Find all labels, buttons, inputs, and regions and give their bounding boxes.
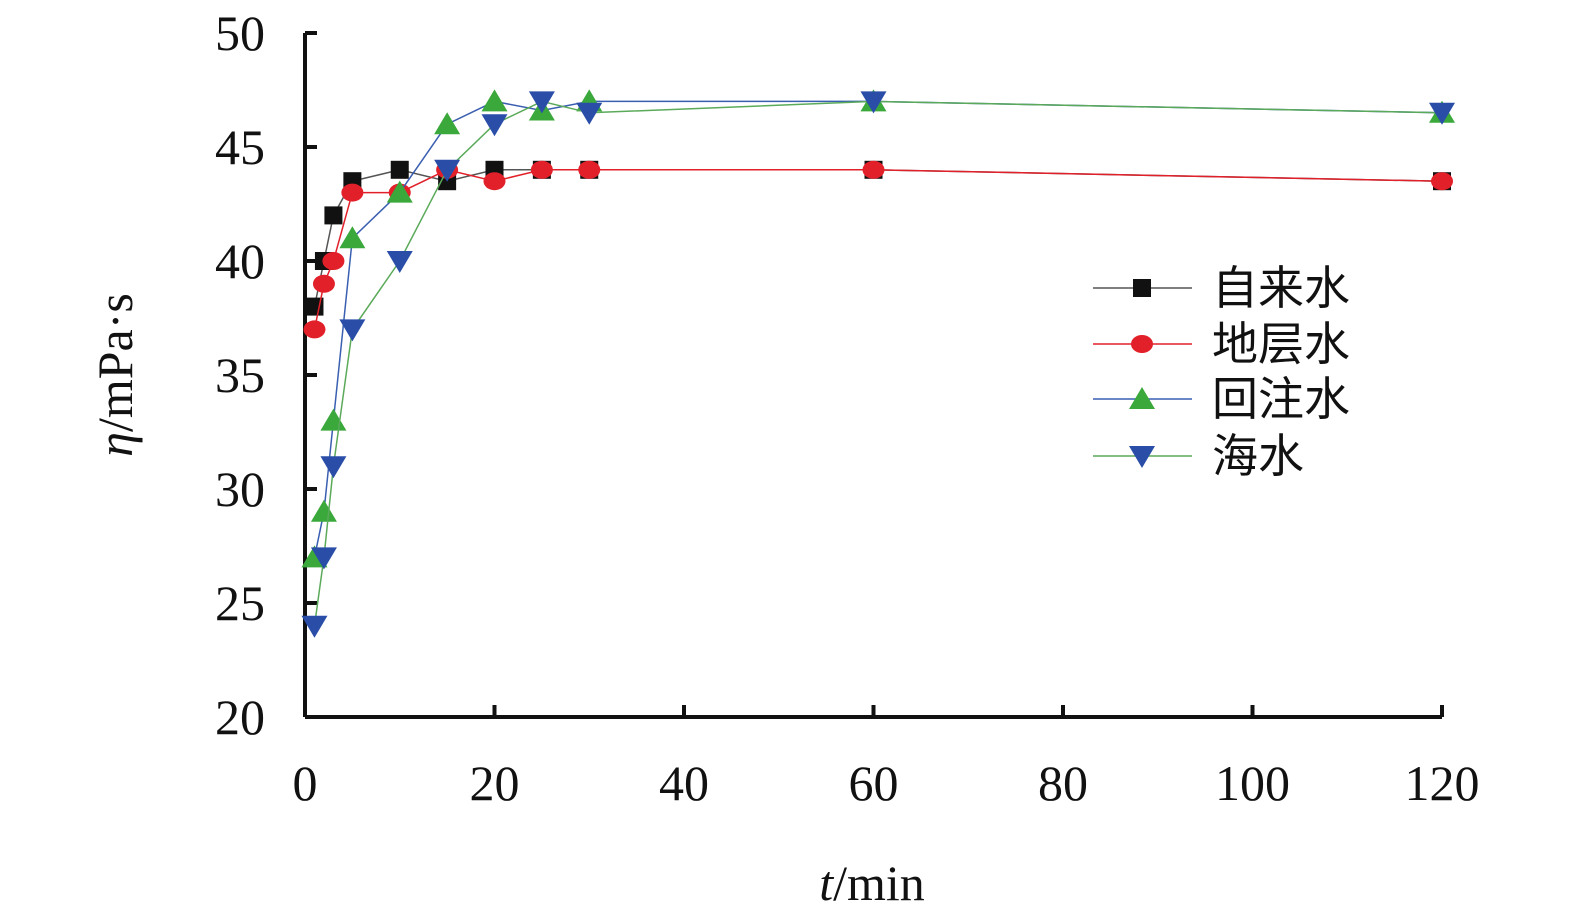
- data-point: [434, 112, 461, 135]
- x-axis-unit: /min: [833, 855, 925, 911]
- x-tick-label: 40: [659, 755, 709, 811]
- legend-marker: [1129, 446, 1155, 468]
- legend-marker: [1133, 279, 1151, 297]
- legend-item: 海水: [1093, 429, 1304, 483]
- x-axis-var: t: [819, 855, 834, 911]
- data-point: [578, 160, 601, 179]
- series-4: [301, 91, 1455, 638]
- data-point: [303, 320, 326, 339]
- data-point: [860, 91, 887, 114]
- legend-label: 海水: [1212, 429, 1304, 483]
- y-tick-label: 30: [215, 461, 265, 517]
- data-point: [576, 102, 603, 125]
- x-axis-title: t/min: [819, 855, 925, 911]
- series-layer: [301, 89, 1455, 638]
- legend-item: 回注水: [1093, 372, 1350, 426]
- legend-item: 地层水: [1093, 317, 1350, 371]
- y-tick-label: 45: [215, 119, 265, 175]
- x-tick-label: 100: [1215, 755, 1290, 811]
- y-tick-label: 50: [215, 5, 265, 61]
- y-axis-var: η: [87, 432, 143, 457]
- data-point: [481, 89, 508, 112]
- data-point: [862, 160, 885, 179]
- series-3: [301, 89, 1455, 568]
- data-point: [530, 160, 553, 179]
- data-point: [339, 226, 366, 249]
- data-point: [390, 160, 409, 179]
- data-point: [386, 251, 413, 273]
- data-point: [434, 159, 461, 182]
- y-axis-title: η/mPa·s: [87, 293, 143, 457]
- data-point: [386, 180, 413, 203]
- legend-item: 自来水: [1093, 261, 1350, 315]
- data-point: [1431, 172, 1453, 191]
- data-point: [320, 408, 347, 431]
- y-tick-label: 20: [215, 689, 265, 745]
- x-tick-label: 120: [1405, 755, 1480, 811]
- data-point: [301, 615, 328, 638]
- data-point: [483, 172, 506, 191]
- data-point: [481, 114, 508, 137]
- data-point: [312, 274, 335, 293]
- data-point: [339, 319, 366, 342]
- ticks: 0 20 40 60 80 100 120 20 25 30 35 40 45 50: [215, 5, 1480, 811]
- data-point: [310, 499, 337, 522]
- y-tick-label: 35: [215, 347, 265, 403]
- data-point: [310, 547, 337, 570]
- data-point: [1429, 102, 1455, 125]
- legend-label: 回注水: [1212, 372, 1350, 426]
- data-point: [324, 206, 343, 225]
- x-tick-label: 80: [1038, 755, 1088, 811]
- legend-label: 地层水: [1212, 317, 1350, 371]
- x-tick-label: 20: [470, 755, 520, 811]
- legend-marker: [1129, 387, 1155, 409]
- legend-label: 自来水: [1212, 261, 1350, 315]
- data-point: [320, 456, 347, 479]
- y-tick-label: 40: [215, 233, 265, 289]
- x-tick-label: 0: [293, 755, 318, 811]
- legend-marker: [1131, 335, 1153, 353]
- y-tick-label: 25: [215, 575, 265, 631]
- y-axis-unit: /mPa·s: [87, 293, 143, 432]
- data-point: [341, 183, 364, 202]
- x-tick-label: 60: [849, 755, 899, 811]
- data-point: [528, 91, 555, 114]
- data-point: [322, 252, 345, 270]
